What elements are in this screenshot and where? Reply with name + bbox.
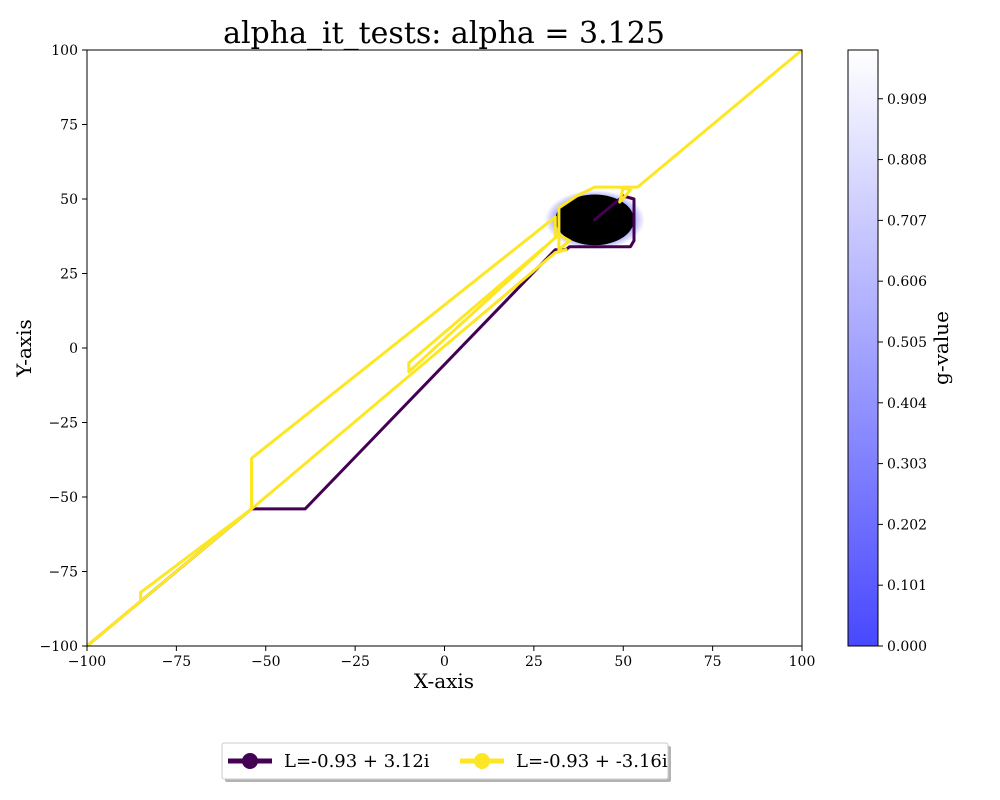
legend-swatch-marker [242,753,258,769]
colorbar-tick-label: 0.404 [887,396,927,412]
colorbar-ticks: 0.000 0.101 0.202 0.303 0.404 0.505 0.606 0.707… [878,92,927,655]
y-tick-label: −75 [48,565,78,581]
y-tick-label: 50 [60,192,78,208]
x-axis-label: X-axis [414,669,474,693]
x-axis-ticks: −100 −75 −50 −25 0 25 50 75 100 [68,646,816,670]
x-tick-label: 75 [704,654,722,670]
legend-label: L=-0.93 + -3.16i [516,751,668,772]
x-tick-label: 25 [525,654,543,670]
x-tick-label: 50 [614,654,632,670]
y-tick-label: 0 [69,341,78,357]
series-line-0 [87,194,636,646]
colorbar [847,49,879,647]
chart-title: alpha_it_tests: alpha = 3.125 [223,16,665,51]
colorbar-tick-label: 0.909 [887,92,927,108]
y-tick-label: 75 [60,118,78,134]
y-tick-label: −50 [48,490,78,506]
y-tick-label: −25 [48,416,78,432]
y-tick-label: 25 [60,267,78,283]
x-tick-label: 0 [440,654,449,670]
series-line-1 [87,50,802,646]
plot-area [87,50,802,646]
legend: L=-0.93 + 3.12i L=-0.93 + -3.16i [221,742,671,782]
colorbar-tick-label: 0.808 [887,153,927,169]
legend-swatch-marker [474,753,490,769]
y-tick-label: −100 [40,639,78,655]
colorbar-tick-label: 0.303 [887,457,927,473]
x-tick-label: −50 [251,654,281,670]
x-tick-label: 100 [789,654,816,670]
colorbar-tick-label: 0.202 [887,517,927,533]
series-line-2 [87,248,568,646]
colorbar-tick-label: 0.707 [887,213,927,229]
y-axis-ticks: −100 −75 −50 −25 0 25 50 75 100 [40,43,87,655]
x-tick-label: −75 [162,654,192,670]
colorbar-label: g-value [929,311,953,385]
colorbar-tick-label: 0.101 [887,578,927,594]
legend-box [221,742,669,780]
colorbar-tick-label: 0.606 [887,274,927,290]
y-tick-label: 100 [51,43,78,59]
x-tick-label: −100 [68,654,106,670]
colorbar-tick-label: 0.505 [887,335,927,351]
x-tick-label: −25 [340,654,370,670]
legend-label: L=-0.93 + 3.12i [284,751,430,772]
y-axis-label: Y-axis [12,319,36,378]
colorbar-tick-label: 0.000 [887,639,927,655]
legend-items: L=-0.93 + 3.12i L=-0.93 + -3.16i [228,751,668,772]
